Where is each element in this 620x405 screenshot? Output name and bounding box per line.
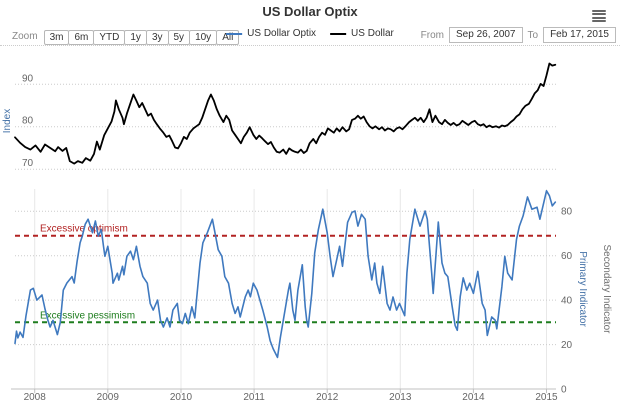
x-axis-label: 2013 xyxy=(389,392,412,403)
index-axis-title: Index xyxy=(2,109,13,133)
zoom-button-ytd[interactable]: YTD xyxy=(93,30,126,45)
zoom-button-10y[interactable]: 10y xyxy=(189,30,218,45)
x-axis-label: 2011 xyxy=(243,392,265,403)
legend-marker xyxy=(330,32,347,35)
x-axis-label: 2010 xyxy=(170,392,193,403)
x-axis-label: 2008 xyxy=(24,392,47,403)
zoom-button-3m[interactable]: 3m xyxy=(43,30,70,45)
to-date-input[interactable]: Feb 17, 2015 xyxy=(543,27,616,43)
from-label: From xyxy=(420,29,444,41)
optix-axis-tick-label: 20 xyxy=(561,340,573,351)
index-axis-tick-label: 90 xyxy=(22,73,34,84)
series-us-dollar-optix xyxy=(14,190,557,359)
optix-axis-tick-label: 0 xyxy=(561,385,567,396)
to-label: To xyxy=(527,29,539,41)
date-range-group: From Sep 26, 2007 To Feb 17, 2015 xyxy=(416,27,616,43)
x-axis-label: 2015 xyxy=(535,392,558,403)
toolbar: Zoom 3m 6m YTD 1y 3y 5y 10y All US Dollar Optix… xyxy=(0,27,620,45)
zoom-button-3y[interactable]: 3y xyxy=(145,30,169,45)
legend: US Dollar Optix US Dollar xyxy=(219,28,401,39)
chart-title: US Dollar Optix xyxy=(262,4,358,19)
zoom-button-1y[interactable]: 1y xyxy=(124,30,147,45)
legend-label: US Dollar xyxy=(351,28,394,39)
optix-axis-tick-label: 80 xyxy=(561,207,573,218)
legend-item-us-dollar-optix[interactable]: US Dollar Optix xyxy=(226,28,316,39)
header-separator xyxy=(0,45,620,46)
legend-label: US Dollar Optix xyxy=(247,28,317,39)
index-axis-tick-label: 80 xyxy=(22,116,34,127)
zoom-button-group: Zoom 3m 6m YTD 1y 3y 5y 10y All xyxy=(12,27,240,45)
x-axis-label: 2009 xyxy=(97,392,120,403)
secondary-indicator-axis-title: Secondary Indicator xyxy=(601,245,612,335)
legend-marker xyxy=(226,32,243,35)
zoom-button-6m[interactable]: 6m xyxy=(68,30,95,45)
zoom-label: Zoom xyxy=(12,30,38,42)
x-axis-label: 2012 xyxy=(316,392,339,403)
threshold-label-excessive-pessimism: Excessive pessimism xyxy=(40,310,135,321)
primary-indicator-axis-title: Primary Indicator xyxy=(577,251,588,327)
optix-axis-tick-label: 60 xyxy=(561,251,573,262)
from-date-input[interactable]: Sep 26, 2007 xyxy=(449,27,523,43)
optix-axis-tick-label: 40 xyxy=(561,296,573,307)
x-axis-label: 2014 xyxy=(462,392,485,403)
zoom-button-5y[interactable]: 5y xyxy=(167,30,191,45)
legend-item-us-dollar[interactable]: US Dollar xyxy=(330,28,394,39)
hamburger-menu-icon[interactable] xyxy=(592,10,606,22)
series-us-dollar xyxy=(14,62,557,165)
index-axis-tick-label: 70 xyxy=(22,158,34,169)
